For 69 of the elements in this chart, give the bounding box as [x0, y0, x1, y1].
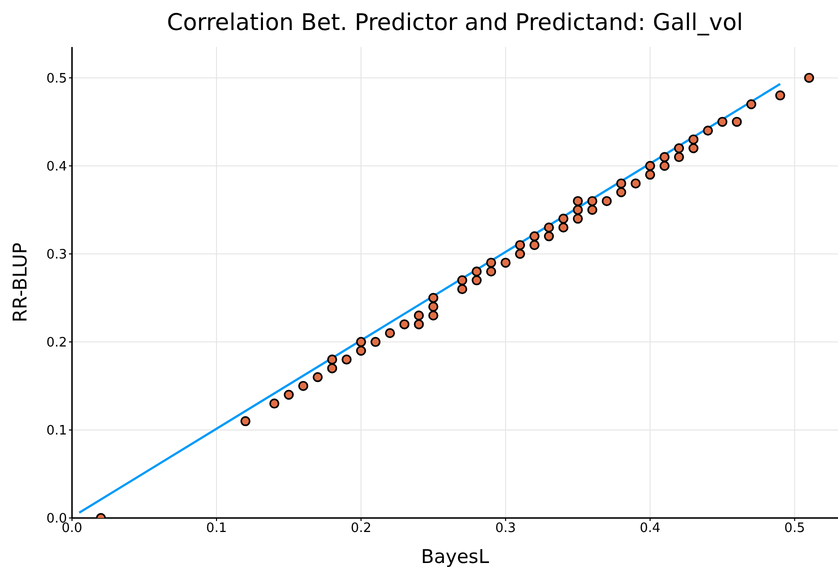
point	[688, 143, 698, 154]
x-axis-title: BayesL	[420, 546, 490, 567]
point	[457, 275, 468, 286]
point	[327, 354, 338, 365]
x-tick-label: 0.5	[784, 521, 805, 536]
chart-title: Correlation Bet. Predictor and Predictand: Gall_vol	[166, 10, 744, 36]
point	[457, 284, 468, 294]
point	[702, 126, 713, 136]
point	[616, 178, 626, 188]
point	[284, 390, 294, 400]
point	[515, 240, 526, 250]
point	[804, 72, 814, 83]
point	[630, 178, 641, 188]
point	[486, 266, 496, 276]
point	[558, 214, 568, 224]
x-tick-label: 0.3	[495, 521, 516, 536]
x-tick-label: 0.4	[640, 521, 660, 536]
point	[660, 160, 670, 171]
point	[428, 302, 438, 312]
point	[529, 231, 540, 242]
point	[572, 196, 583, 206]
point	[414, 319, 424, 330]
point	[572, 214, 583, 224]
x-tick-label: 0.1	[206, 521, 227, 536]
point	[688, 134, 698, 144]
point	[370, 336, 381, 347]
point	[327, 363, 338, 374]
y-tick-label: 0.1	[46, 424, 67, 439]
point	[515, 248, 526, 259]
point	[414, 310, 424, 321]
point	[428, 310, 438, 321]
point	[472, 275, 482, 286]
point	[428, 292, 438, 303]
point	[572, 204, 583, 215]
point	[544, 231, 554, 242]
point	[298, 380, 308, 391]
point	[645, 170, 656, 180]
point	[356, 346, 366, 356]
point	[587, 204, 598, 215]
point	[746, 99, 756, 110]
point	[529, 240, 540, 250]
point	[486, 258, 496, 268]
point	[775, 90, 786, 100]
point	[587, 196, 598, 206]
y-tick-label: 0.4	[46, 159, 67, 174]
point	[384, 328, 395, 338]
point	[342, 354, 352, 365]
point	[674, 143, 684, 154]
x-tick-label: 0.2	[350, 521, 372, 536]
point	[356, 336, 366, 347]
point	[660, 152, 670, 162]
point	[472, 266, 482, 276]
y-tick-label: 0.2	[46, 336, 67, 351]
point	[399, 319, 410, 330]
point	[544, 222, 554, 232]
point	[500, 258, 511, 268]
point	[616, 187, 626, 198]
point	[269, 398, 280, 409]
point	[645, 160, 656, 171]
point	[674, 152, 684, 162]
y-axis-title: RR-BLUP	[10, 242, 32, 322]
point	[717, 116, 728, 127]
point	[240, 416, 250, 426]
point	[558, 222, 568, 232]
y-tick-label: 0.3	[46, 248, 67, 263]
y-tick-label: 0.5	[46, 71, 67, 86]
point	[732, 116, 742, 127]
point	[602, 196, 612, 206]
point	[312, 372, 323, 382]
